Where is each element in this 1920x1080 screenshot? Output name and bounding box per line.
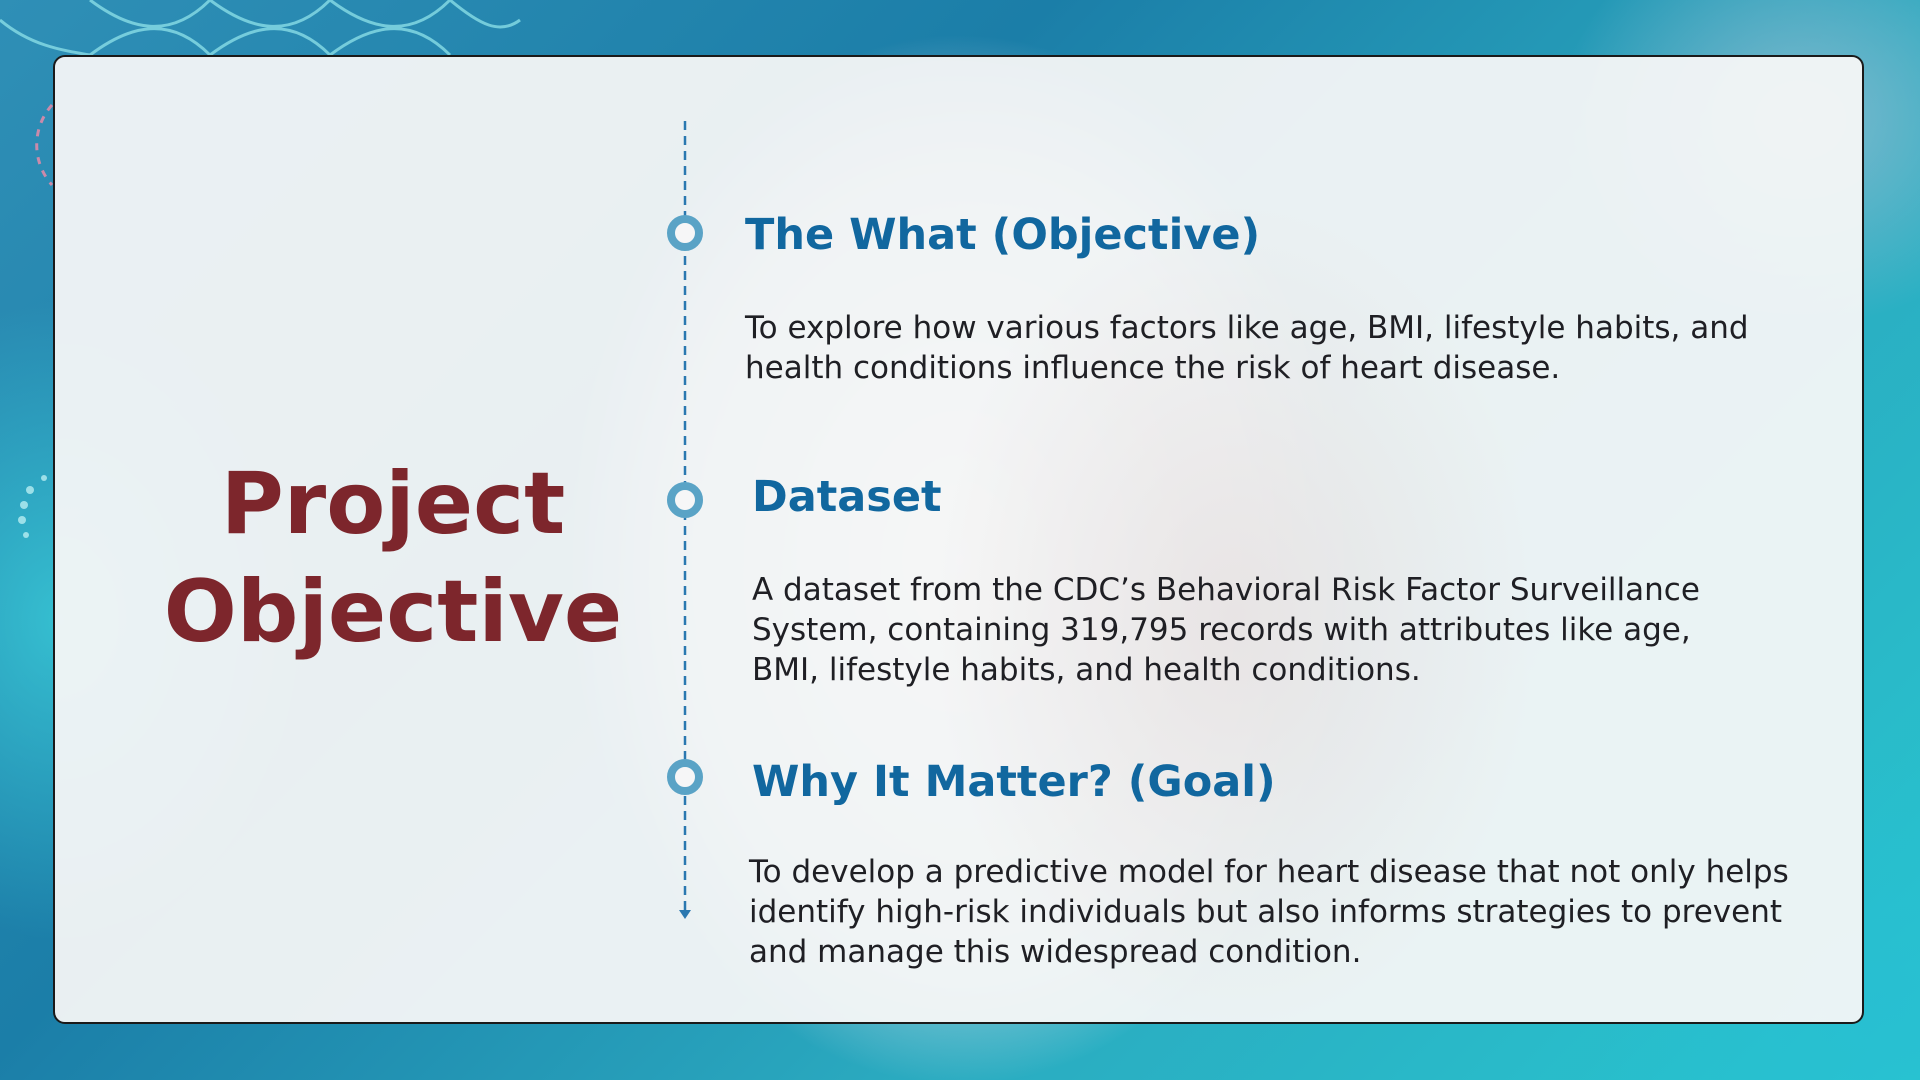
circle-ring-icon xyxy=(667,759,703,795)
section-body-goal: To develop a predictive model for heart … xyxy=(749,854,1789,970)
section-heading-dataset: Dataset xyxy=(752,472,942,522)
circle-ring-icon xyxy=(667,482,703,518)
dotted-arc-decoration xyxy=(18,475,47,538)
circle-ring-icon xyxy=(667,215,703,251)
dashed-arc-decoration xyxy=(35,104,54,186)
arrow-down-icon xyxy=(679,910,691,919)
content-card: Project Objective The What (Objective) T… xyxy=(53,55,1864,1024)
timeline xyxy=(667,121,703,919)
section-body-objective: To explore how various factors like age,… xyxy=(745,310,1749,386)
title-line-1: Project xyxy=(220,454,566,554)
section-heading-goal: Why It Matter? (Goal) xyxy=(752,757,1276,807)
dna-helix-pattern xyxy=(0,0,521,57)
page-title: Project Objective xyxy=(155,450,631,666)
section-body-dataset: A dataset from the CDC’s Behavioral Risk… xyxy=(752,572,1700,688)
section-heading-objective: The What (Objective) xyxy=(745,210,1261,260)
title-line-2: Objective xyxy=(163,562,623,662)
